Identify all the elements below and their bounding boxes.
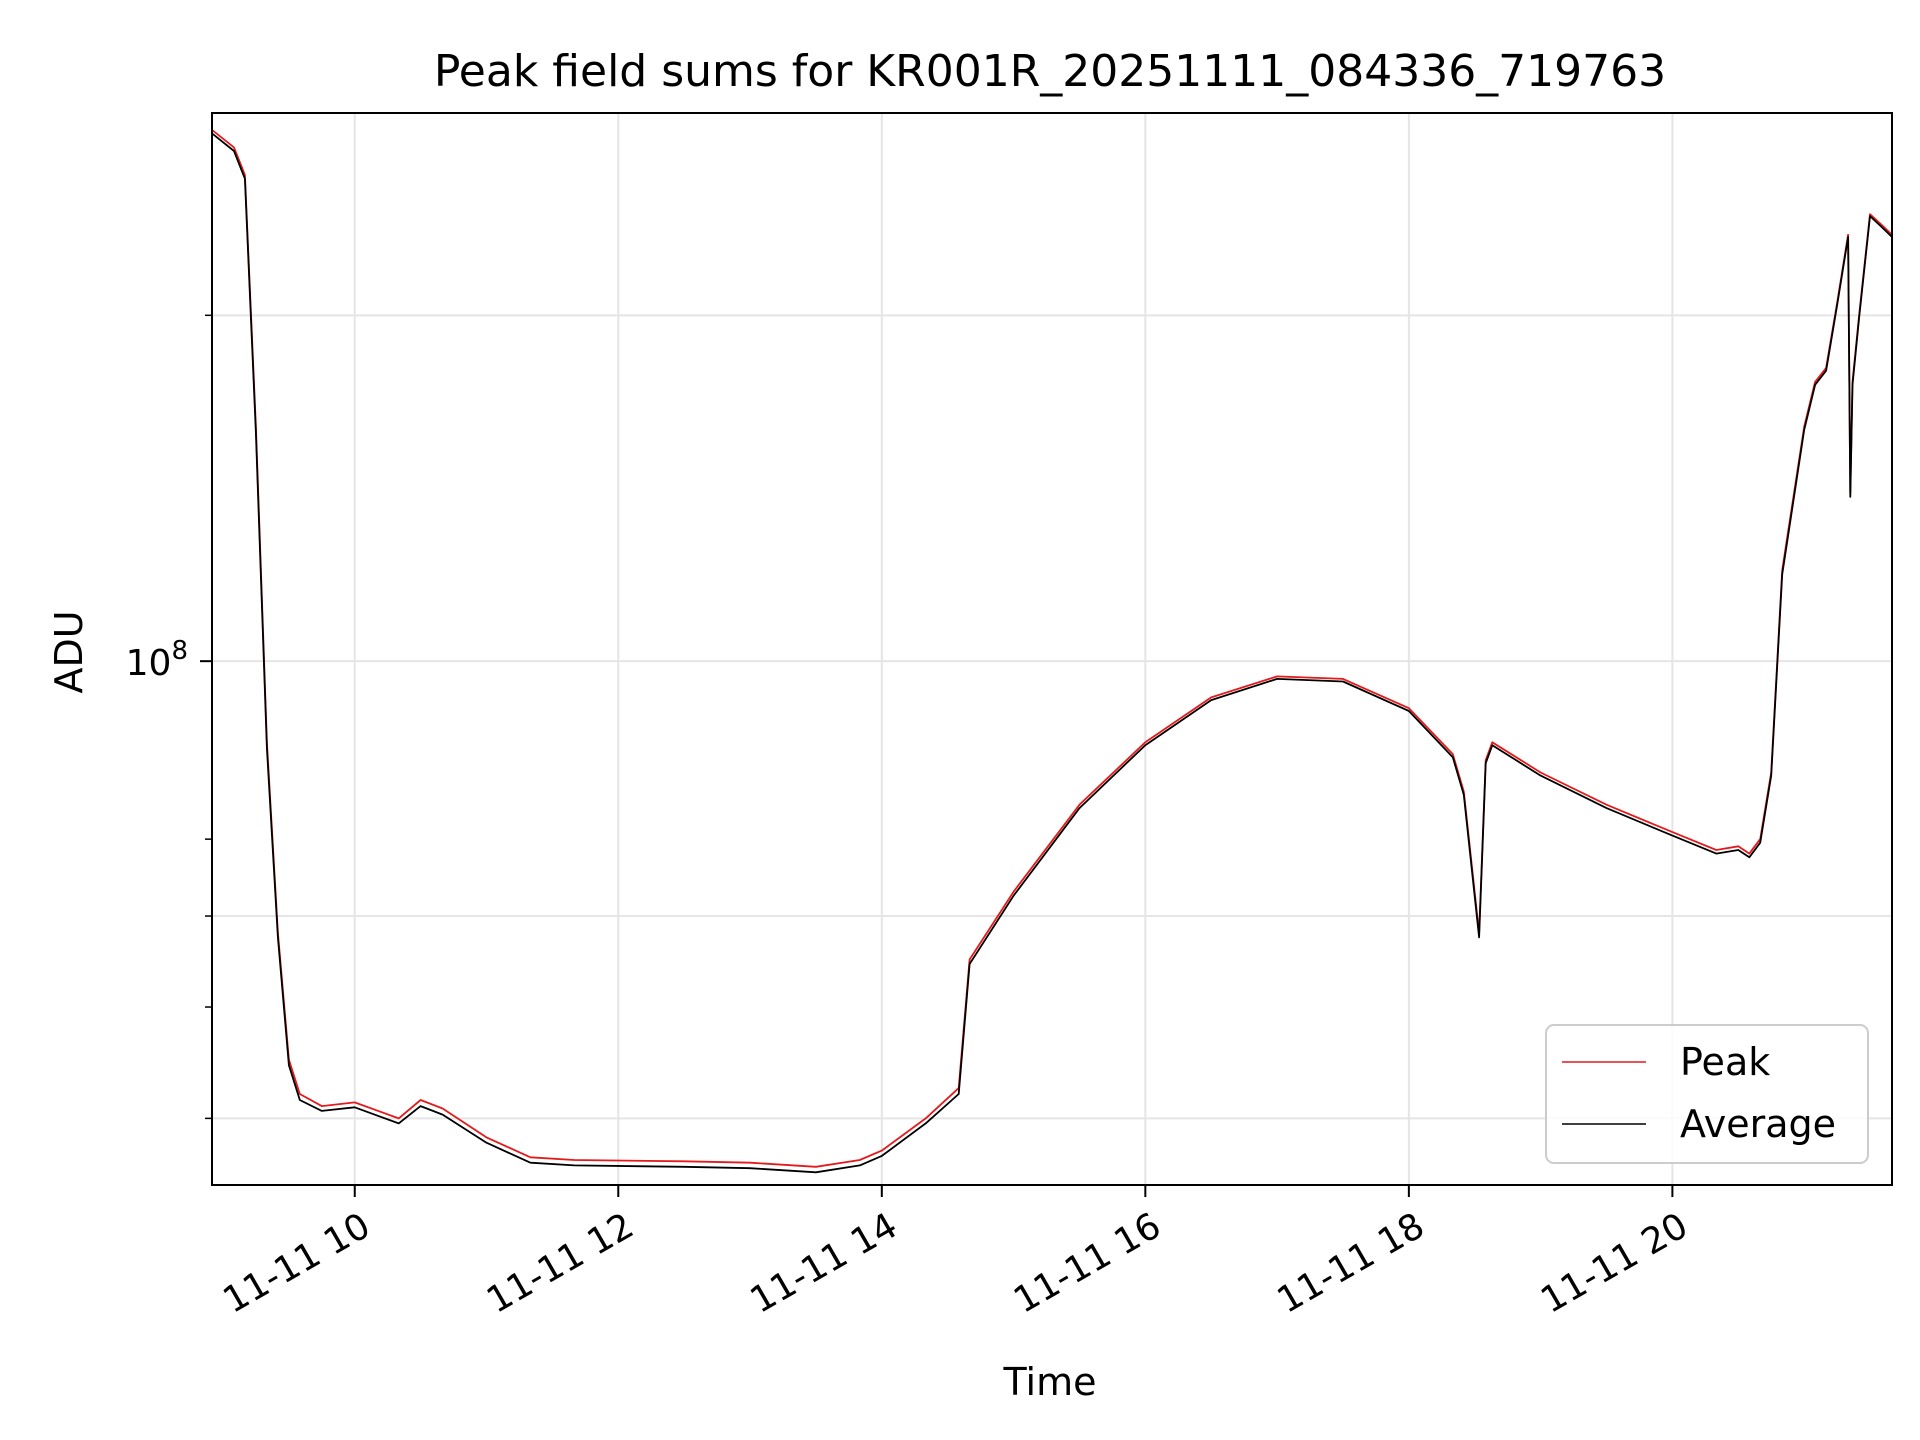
legend-label-peak: Peak [1680, 1040, 1770, 1084]
legend-label-average: Average [1680, 1102, 1836, 1146]
legend-box [1545, 1024, 1869, 1164]
chart-title: Peak field sums for KR001R_20251111_0843… [434, 46, 1666, 97]
series-lines [212, 129, 1892, 1174]
x-axis-label: Time [1003, 1360, 1097, 1404]
y-tick-label: 108 [126, 636, 188, 684]
y-axis-label: ADU [47, 610, 91, 693]
series-line-average [212, 132, 1892, 1174]
plot-frame [211, 112, 1893, 1186]
grid [212, 113, 1892, 1185]
legend: Peak Average [1545, 1024, 1869, 1164]
